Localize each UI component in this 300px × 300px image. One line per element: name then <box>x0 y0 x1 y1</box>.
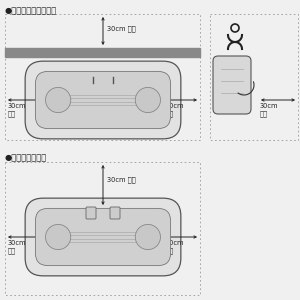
FancyBboxPatch shape <box>110 207 120 219</box>
Text: 30cm
以上: 30cm 以上 <box>260 103 278 117</box>
Bar <box>5 48 200 57</box>
Text: 30cm
以上: 30cm 以上 <box>8 103 26 117</box>
FancyBboxPatch shape <box>25 198 181 276</box>
Text: 30cm
以上: 30cm 以上 <box>8 240 26 253</box>
Bar <box>5 14 200 140</box>
Text: 30cm 以上: 30cm 以上 <box>107 26 136 32</box>
Text: 30cm 以上: 30cm 以上 <box>107 177 136 183</box>
FancyBboxPatch shape <box>213 56 251 114</box>
Text: ●吹り下げ設置の場合: ●吹り下げ設置の場合 <box>5 6 57 15</box>
FancyBboxPatch shape <box>25 61 181 139</box>
FancyBboxPatch shape <box>35 208 171 266</box>
Circle shape <box>135 87 161 112</box>
Bar <box>5 162 200 295</box>
Text: 30cm
以上: 30cm 以上 <box>166 103 184 117</box>
Text: ●壁面取付の場合: ●壁面取付の場合 <box>5 153 47 162</box>
FancyBboxPatch shape <box>86 207 96 219</box>
Bar <box>210 14 298 140</box>
Text: 30cm
以上: 30cm 以上 <box>166 240 184 253</box>
Circle shape <box>135 224 161 250</box>
Circle shape <box>46 224 71 250</box>
FancyBboxPatch shape <box>35 71 171 129</box>
Circle shape <box>46 87 71 112</box>
